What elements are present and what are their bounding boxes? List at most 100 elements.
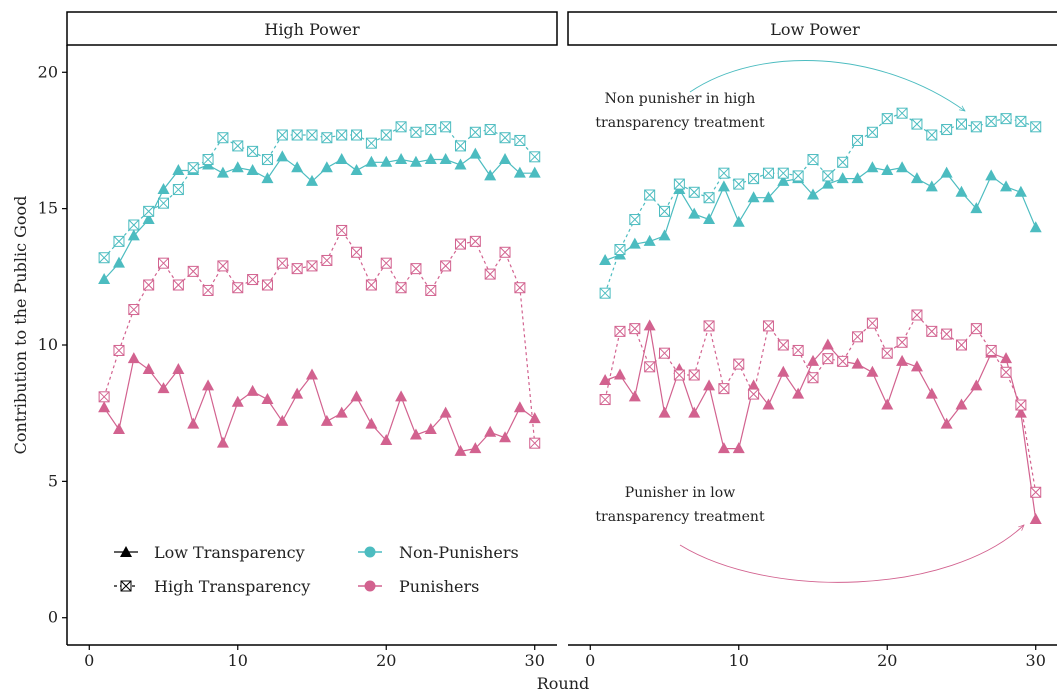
data-point	[246, 384, 259, 396]
x-tick-label: 10	[729, 651, 749, 670]
data-point	[940, 166, 953, 178]
y-tick-label: 0	[48, 608, 58, 627]
data-point	[187, 417, 200, 429]
annotation-arrow	[679, 525, 1024, 583]
data-point	[866, 161, 879, 173]
data-point	[514, 134, 526, 146]
data-point	[469, 442, 482, 454]
panel-strip	[66, 11, 558, 46]
data-point	[276, 150, 289, 162]
data-point	[688, 186, 700, 198]
data-point	[599, 373, 612, 385]
data-point	[717, 442, 730, 454]
annotation-punishers: Punisher in low transparency treatment	[595, 485, 1024, 583]
data-point	[529, 437, 541, 449]
x-tick-label: 0	[585, 651, 595, 670]
data-point	[866, 126, 878, 138]
data-point	[1000, 180, 1013, 192]
data-point	[365, 279, 377, 291]
series-non_punishers-high	[98, 121, 541, 264]
data-point	[454, 444, 467, 456]
data-point	[172, 163, 185, 175]
data-point	[291, 129, 303, 141]
data-point	[673, 369, 685, 381]
data-point	[881, 163, 894, 175]
data-point	[866, 317, 878, 329]
data-point	[529, 151, 541, 163]
series-punishers-high	[599, 309, 1042, 498]
data-point	[732, 442, 745, 454]
data-point	[98, 252, 110, 264]
data-point	[911, 309, 923, 321]
legend-item-high-transparency: High Transparency	[114, 577, 310, 596]
data-point	[128, 304, 140, 316]
data-point	[261, 172, 274, 184]
data-point	[469, 147, 482, 159]
data-point	[688, 207, 701, 219]
data-point	[380, 433, 393, 445]
data-point	[172, 279, 184, 291]
legend-key-dot	[364, 546, 376, 558]
data-point	[410, 126, 422, 138]
data-point	[513, 166, 526, 178]
data-point	[821, 338, 834, 350]
data-point	[941, 328, 953, 340]
data-point	[836, 172, 849, 184]
data-point	[762, 191, 775, 203]
data-point	[1015, 115, 1027, 127]
data-point	[484, 425, 497, 437]
data-point	[395, 390, 408, 402]
data-point	[499, 132, 511, 144]
data-point	[98, 401, 111, 413]
annotation-text: Non punisher in high	[605, 91, 756, 107]
data-point	[143, 205, 155, 217]
data-point	[822, 170, 834, 182]
data-point	[440, 260, 452, 272]
data-point	[231, 395, 244, 407]
data-point	[261, 279, 273, 291]
data-point	[365, 137, 377, 149]
data-point	[1029, 221, 1042, 233]
data-point	[762, 320, 774, 332]
data-point	[335, 406, 348, 418]
data-point	[837, 355, 849, 367]
data-point	[469, 126, 481, 138]
data-point	[851, 172, 864, 184]
data-point	[217, 132, 229, 144]
data-point	[1000, 352, 1013, 364]
data-point	[792, 387, 805, 399]
data-point	[424, 153, 437, 165]
data-point	[276, 129, 288, 141]
data-point	[424, 423, 437, 435]
data-point	[911, 118, 923, 130]
data-point	[628, 390, 641, 402]
data-point	[425, 124, 437, 136]
data-point	[1015, 399, 1027, 411]
data-point	[747, 379, 760, 391]
data-point	[202, 284, 214, 296]
data-point	[425, 284, 437, 296]
data-point	[777, 174, 790, 186]
data-point	[247, 145, 259, 157]
legend: Low Transparency High Transparency Non-P…	[114, 543, 519, 596]
data-point	[232, 282, 244, 294]
data-point	[599, 394, 611, 406]
data-point	[320, 161, 333, 173]
data-point	[454, 140, 466, 152]
data-point	[216, 436, 229, 448]
data-point	[970, 121, 982, 133]
legend-label: Punishers	[399, 577, 479, 596]
legend-key-dot	[364, 580, 376, 592]
data-point	[717, 180, 730, 192]
panel-strip	[567, 11, 1057, 46]
data-point	[910, 360, 923, 372]
data-point	[172, 363, 185, 375]
data-point	[629, 214, 641, 226]
x-tick-label: 30	[525, 651, 545, 670]
data-point	[247, 274, 259, 286]
annotation-text: Punisher in low	[625, 485, 735, 501]
data-point	[157, 183, 170, 195]
data-point	[837, 156, 849, 168]
data-point	[232, 140, 244, 152]
data-point	[528, 166, 541, 178]
